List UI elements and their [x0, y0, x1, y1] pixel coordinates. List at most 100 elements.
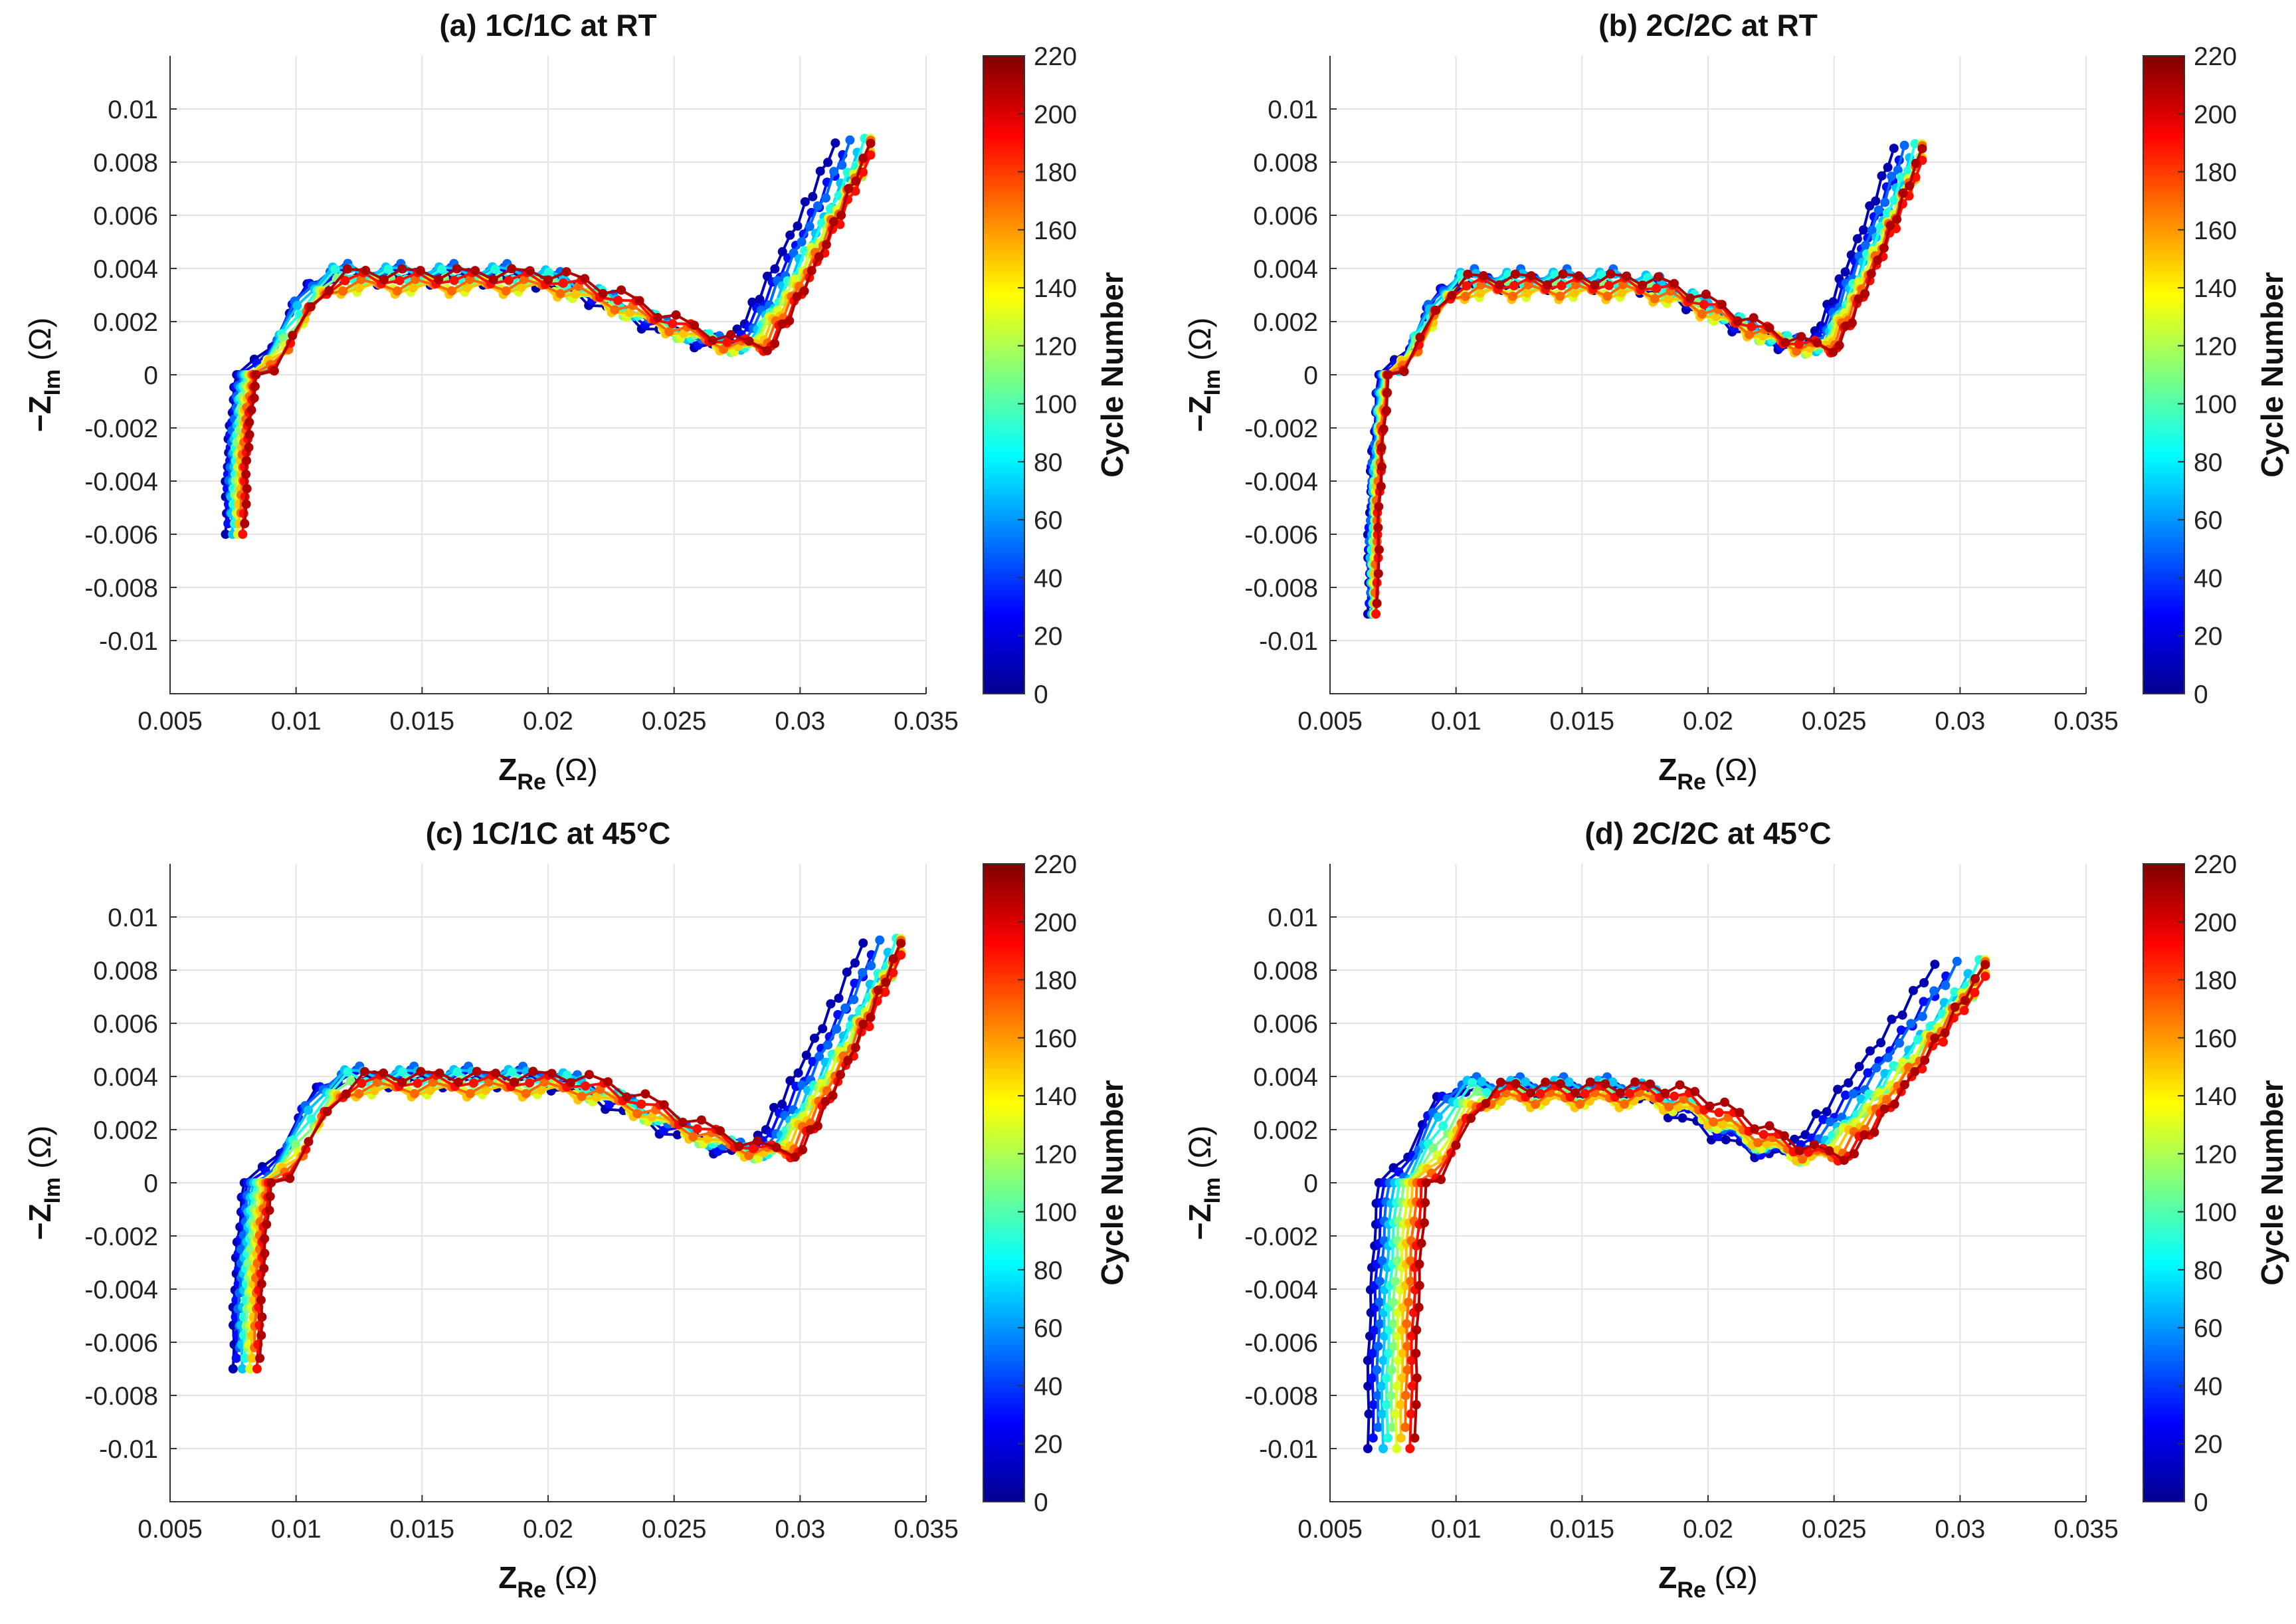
data-point: [1377, 443, 1387, 453]
data-point: [1917, 1011, 1927, 1021]
data-point: [1622, 271, 1632, 281]
data-point: [504, 275, 514, 285]
data-point: [1712, 1132, 1722, 1141]
data-point: [1388, 1319, 1398, 1329]
data-point: [292, 300, 302, 310]
x-axis-label-unit: (Ω): [546, 1560, 598, 1595]
data-point: [598, 288, 608, 298]
colorbar-tick-label: 220: [2194, 43, 2237, 71]
data-point: [829, 217, 838, 227]
data-point: [516, 282, 526, 292]
data-point: [1874, 1087, 1884, 1097]
data-point: [826, 999, 836, 1009]
data-point: [1531, 1099, 1541, 1109]
series-cycle-210: [255, 938, 906, 1363]
data-point: [1420, 1197, 1430, 1207]
y-axis-label-main: −Z: [1183, 395, 1217, 432]
data-point: [425, 1086, 435, 1096]
data-point: [1910, 139, 1920, 149]
data-point: [1523, 288, 1532, 298]
data-point: [536, 1085, 546, 1095]
y-tick-label: 0.01: [108, 96, 158, 124]
y-tick-label: -0.01: [1259, 627, 1318, 656]
data-point: [1701, 289, 1711, 299]
data-point: [265, 1191, 275, 1201]
data-point: [821, 193, 830, 203]
colorbar-tick-label: 0: [1034, 680, 1048, 709]
series-line: [1394, 959, 1987, 1449]
series-cycle-30: [1363, 155, 1904, 608]
data-point: [373, 1077, 382, 1087]
panel-b: 0.005 0.01 0.015 0.02 0.025 0.03 0.035 -0.01 -0.…: [1183, 8, 2289, 795]
x-axis-label: ZRe (Ω): [1658, 1560, 1757, 1603]
data-point: [1388, 1297, 1398, 1307]
data-point: [1903, 165, 1913, 175]
data-point: [577, 1092, 587, 1102]
data-point: [1511, 1079, 1521, 1088]
colorbar-tick-label: 140: [2194, 274, 2237, 303]
data-point: [437, 264, 447, 274]
data-point: [1374, 545, 1384, 555]
data-point: [851, 176, 861, 186]
data-point: [1377, 462, 1387, 472]
data-point: [416, 1066, 426, 1076]
data-point: [1866, 268, 1876, 278]
y-tick-label: -0.008: [84, 574, 158, 603]
data-point: [815, 166, 825, 176]
data-point: [850, 958, 860, 968]
data-point: [1364, 1409, 1374, 1419]
colorbar-tick-label: 100: [2194, 1199, 2237, 1227]
data-point: [507, 264, 517, 274]
data-point: [785, 316, 795, 326]
y-tick-label: 0.01: [1268, 904, 1318, 932]
data-point: [1919, 997, 1929, 1007]
data-point: [1803, 1148, 1813, 1157]
colorbar-tick-label: 120: [2194, 1140, 2237, 1169]
data-point: [1960, 995, 1970, 1005]
data-point: [260, 1234, 270, 1244]
y-tick-label: 0: [144, 1169, 158, 1198]
data-point: [1980, 971, 1990, 981]
data-point: [1925, 1021, 1935, 1031]
y-tick-label: 0.008: [93, 957, 158, 985]
data-point: [1398, 1348, 1408, 1358]
data-point: [257, 1312, 267, 1322]
data-point: [785, 1076, 795, 1086]
data-point: [1438, 1121, 1448, 1131]
y-tick-label: -0.004: [1244, 1276, 1318, 1304]
data-point: [1625, 1088, 1635, 1098]
data-point: [1839, 1156, 1849, 1166]
data-point: [1379, 424, 1388, 434]
data-point: [1523, 280, 1533, 290]
x-axis-label-sub: Re: [1677, 1577, 1705, 1603]
data-point: [1495, 280, 1504, 290]
data-point: [744, 1150, 754, 1160]
data-point: [1460, 292, 1470, 301]
data-point: [1887, 1015, 1897, 1024]
y-axis-label-unit: (Ω): [1183, 1126, 1217, 1177]
y-axis-label-sub: Im: [1200, 1177, 1225, 1204]
data-point: [1883, 162, 1893, 172]
x-tick-label: 0.025: [1802, 707, 1867, 736]
data-point: [260, 1249, 270, 1259]
data-point: [242, 484, 252, 494]
data-point: [1794, 340, 1804, 349]
y-axis-label: −ZIm (Ω): [23, 1126, 65, 1240]
data-point: [1828, 348, 1838, 357]
data-point: [1383, 387, 1392, 397]
series-cycle-130: [244, 934, 906, 1373]
data-point: [397, 1077, 407, 1087]
data-point: [1861, 241, 1871, 251]
x-tick-label: 0.025: [1802, 1515, 1867, 1544]
x-axis-label-main: Z: [498, 1560, 517, 1595]
data-point: [1382, 1373, 1392, 1383]
data-point: [858, 938, 868, 948]
data-point: [1883, 1053, 1893, 1063]
data-point: [1375, 1276, 1385, 1286]
x-tick-label: 0.005: [138, 1515, 203, 1544]
colorbar: 0 20 40 60 80 100 120 140 160 180 200 220 Cycle Numb…: [2143, 43, 2289, 709]
data-point: [1779, 1131, 1789, 1141]
colorbar-title: Cycle Number: [2255, 1080, 2289, 1285]
x-tick-label: 0.01: [271, 1515, 322, 1544]
data-point: [1368, 1433, 1378, 1443]
